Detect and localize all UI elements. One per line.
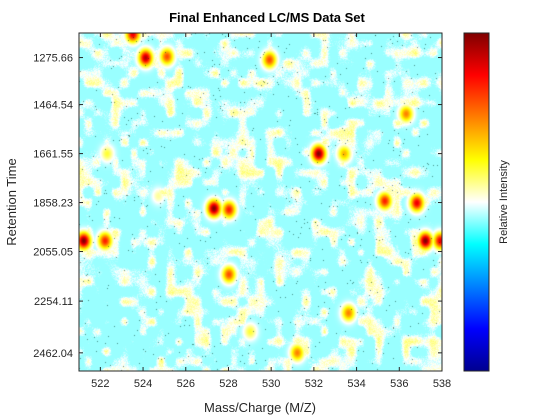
x-tick-label: 522: [91, 378, 109, 390]
heatmap-image-container: [79, 33, 442, 371]
y-tick-label: 1464.54: [33, 100, 73, 112]
y-tick-label: 1661.55: [33, 149, 73, 161]
x-tick-label: 532: [305, 378, 323, 390]
y-tick-label: 1858.23: [33, 198, 73, 210]
y-axis-label: Retention Time: [4, 158, 19, 245]
colorbar: Relative Intensity: [463, 32, 510, 372]
y-tick-label: 2055.05: [33, 247, 73, 259]
x-tick-label: 534: [347, 378, 365, 390]
x-tick-label: 530: [262, 378, 280, 390]
heatmap-plot-area: [78, 32, 443, 372]
colorbar-gradient: [463, 32, 490, 372]
colorbar-label: Relative Intensity: [498, 160, 510, 244]
plot-box: [78, 32, 443, 372]
y-tick-label: 2462.04: [33, 348, 73, 360]
chart-title: Final Enhanced LC/MS Data Set: [169, 10, 365, 25]
x-tick-label: 536: [390, 378, 408, 390]
x-tick-label: 524: [134, 378, 152, 390]
x-tick-label: 528: [219, 378, 237, 390]
y-tick-label: 1275.66: [33, 53, 73, 65]
y-tick-label: 2254.11: [34, 296, 73, 308]
y-axis-ticks: 1275.66 1464.54 1661.55 1858.23 2055.05 2254.…: [33, 53, 442, 360]
x-tick-label: 538: [433, 378, 451, 390]
x-tick-label: 526: [177, 378, 195, 390]
x-axis-label: Mass/Charge (M/Z): [204, 400, 316, 415]
x-axis-ticks: 522 524 526 528 530 532 534 536 538: [91, 33, 451, 390]
heatmap-image: [79, 33, 442, 371]
